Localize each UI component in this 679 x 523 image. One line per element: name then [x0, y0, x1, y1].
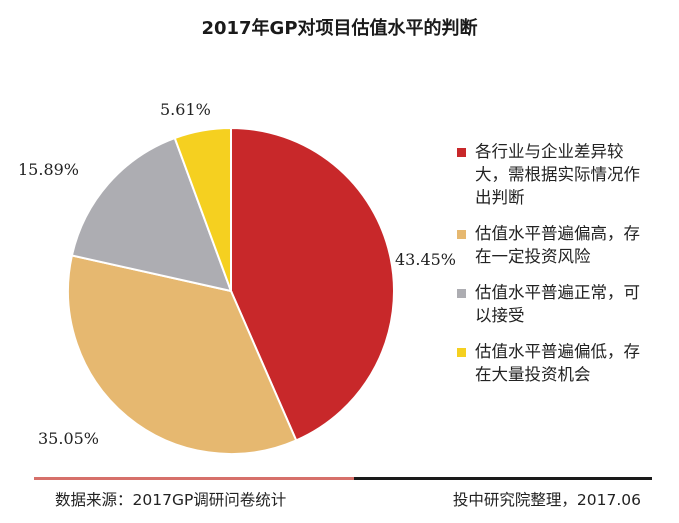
slice-percent-label: 43.45%	[395, 250, 457, 269]
footer-source: 数据来源：2017GP调研问卷统计	[55, 491, 287, 509]
slice-percent-label: 5.61%	[160, 100, 211, 119]
legend-swatch	[457, 230, 466, 239]
legend: 各行业与企业差异较 大，需根据实际情况作 出判断 估值水平普遍偏高，存 在一定投资风险估…	[455, 140, 670, 386]
legend-item: 估值水平普遍偏高，存 在一定投资风险	[455, 222, 670, 268]
footer-divider-red	[34, 477, 354, 480]
legend-label-line: 估值水平普遍偏高，存	[475, 224, 640, 243]
legend-item: 各行业与企业差异较 大，需根据实际情况作 出判断	[455, 140, 670, 209]
legend-label-line: 估值水平普遍偏低，存	[475, 342, 640, 361]
footer-divider-dark	[354, 477, 652, 480]
slice-percent-label: 35.05%	[38, 429, 100, 448]
legend-label-line: 在大量投资机会	[475, 365, 591, 384]
legend-label-line: 估值水平普遍正常，可	[475, 283, 640, 302]
pie-slice	[173, 126, 232, 292]
footer-organization: 投中研究院整理，2017.06	[452, 491, 641, 509]
chart-title: 2017年GP对项目估值水平的判断	[201, 18, 478, 39]
legend-item: 估值水平普遍正常，可 以接受	[455, 281, 670, 327]
legend-label-line: 各行业与企业差异较	[475, 142, 624, 161]
pie-slice	[67, 254, 298, 455]
legend-label-line: 出判断	[475, 188, 525, 207]
pie-slice	[230, 126, 395, 442]
legend-swatch	[457, 148, 466, 157]
legend-swatch	[457, 348, 466, 357]
slice-percent-label: 15.89%	[18, 160, 80, 179]
legend-swatch	[457, 289, 466, 298]
legend-label-line: 以接受	[475, 306, 525, 325]
legend-label-line: 大，需根据实际情况作	[475, 165, 640, 184]
legend-item: 估值水平普遍偏低，存 在大量投资机会	[455, 340, 670, 386]
legend-label-line: 在一定投资风险	[475, 247, 591, 266]
pie-slice	[70, 136, 233, 293]
